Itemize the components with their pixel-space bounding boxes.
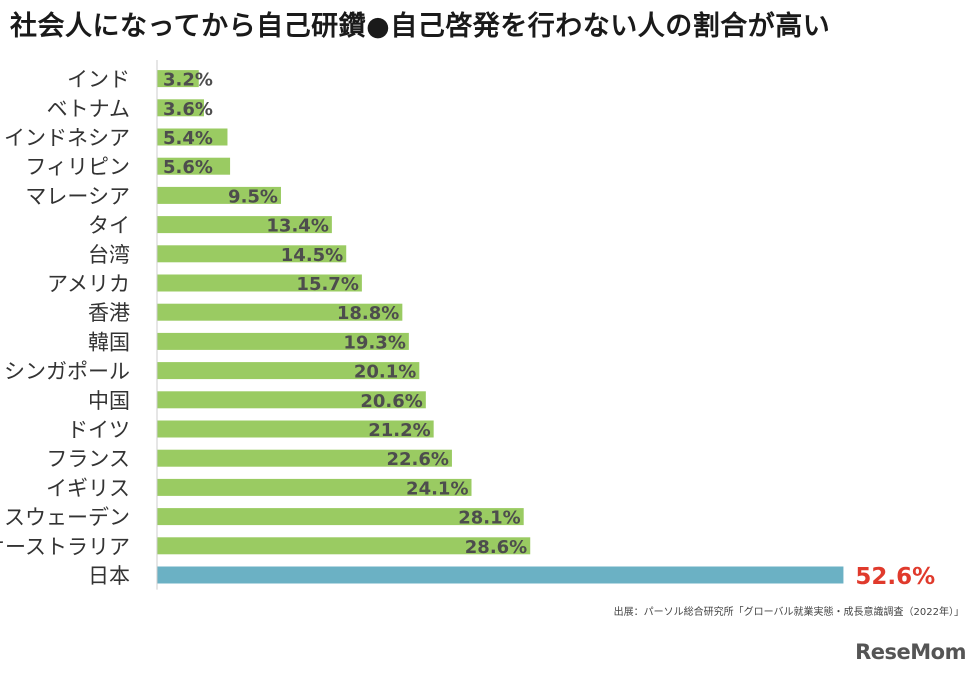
bar-row: アメリカ 15.7% — [47, 272, 362, 296]
bar-row: 中国 20.6% — [88, 389, 426, 413]
category-label: スウェーデン — [4, 506, 130, 530]
bar-row: 香港 18.8% — [88, 301, 403, 325]
bar-row: 日本 52.6% — [88, 564, 935, 590]
category-label: シンガポール — [4, 360, 130, 384]
bar — [157, 332, 409, 350]
bar — [157, 70, 199, 88]
bar-row: 台湾 14.5% — [88, 243, 347, 267]
source-note: 出展：パーソル総合研究所「グローバル就業実態・成長意識調査（2022年）」 — [613, 607, 964, 618]
category-label: フランス — [46, 447, 130, 471]
value-label: 3.6% — [163, 99, 213, 120]
bar-row: 韓国 19.3% — [88, 330, 409, 354]
bar-row: ドイツ 21.2% — [67, 418, 434, 442]
category-label: 中国 — [88, 389, 130, 413]
category-label: インドネシア — [4, 126, 130, 150]
value-label: 52.6% — [855, 564, 935, 590]
value-label: 20.1% — [354, 362, 416, 383]
value-label: 14.5% — [281, 245, 343, 266]
category-label: タイ — [88, 214, 130, 238]
category-label: アメリカ — [47, 272, 130, 296]
value-label: 24.1% — [406, 478, 468, 499]
bar — [157, 449, 452, 467]
bar — [157, 186, 281, 204]
category-label: 韓国 — [88, 330, 130, 354]
bar-row: イギリス 24.1% — [46, 476, 472, 500]
bar-row: マレーシア 9.5% — [25, 184, 281, 208]
value-label: 22.6% — [386, 449, 448, 470]
bar — [157, 303, 403, 321]
value-label: 19.3% — [343, 332, 405, 353]
value-label: 3.2% — [163, 70, 213, 91]
bar — [157, 157, 231, 175]
value-label: 15.7% — [296, 274, 358, 295]
bar — [157, 537, 531, 555]
bar-chart: インド 3.2% ベトナム 3.6% インドネシア 5.4% フィリピン 5.6% マレーシア 9… — [0, 60, 935, 590]
bar — [157, 362, 420, 380]
value-label: 5.4% — [163, 128, 213, 149]
value-label: 5.6% — [163, 157, 213, 178]
category-label: 香港 — [88, 301, 130, 325]
bar — [157, 245, 347, 263]
bar-row: インド 3.2% — [67, 68, 213, 92]
value-label: 13.4% — [266, 216, 328, 237]
bar — [157, 508, 524, 526]
bar-row: フランス 22.6% — [46, 447, 452, 471]
bars-layer: インド 3.2% ベトナム 3.6% インドネシア 5.4% フィリピン 5.6% マレーシア 9… — [0, 68, 935, 590]
bar-row: シンガポール 20.1% — [4, 360, 420, 384]
value-label: 9.5% — [228, 186, 278, 207]
bar — [157, 391, 426, 409]
bar-row: スウェーデン 28.1% — [4, 506, 524, 530]
bar — [157, 420, 434, 438]
bar-row: オーストラリア 28.6% — [0, 535, 531, 559]
bar-row: フィリピン 5.6% — [25, 155, 231, 179]
bar-row: ベトナム 3.6% — [47, 97, 213, 121]
value-label: 21.2% — [368, 420, 430, 441]
bar — [157, 128, 228, 146]
category-label: ドイツ — [67, 418, 130, 442]
category-label: 台湾 — [88, 243, 130, 267]
category-label: イギリス — [46, 476, 130, 500]
value-label: 28.6% — [465, 537, 527, 558]
bar — [157, 99, 204, 117]
category-label: 日本 — [88, 564, 130, 588]
resemom-logo: ReseMom — [855, 640, 966, 664]
value-label: 18.8% — [337, 303, 399, 324]
category-label: インド — [67, 68, 130, 92]
bar — [157, 274, 362, 292]
category-label: ベトナム — [47, 97, 130, 121]
category-label: マレーシア — [25, 184, 130, 208]
bar — [157, 478, 472, 496]
chart-title: 社会人になってから自己研鑽●自己啓発を行わない人の割合が高い — [10, 11, 831, 42]
category-label: オーストラリア — [0, 535, 130, 559]
category-label: フィリピン — [25, 155, 130, 179]
value-label: 20.6% — [360, 391, 422, 412]
bar-row: タイ 13.4% — [88, 214, 332, 238]
value-label: 28.1% — [458, 508, 520, 529]
bar-row: インドネシア 5.4% — [4, 126, 228, 150]
bar — [157, 216, 332, 234]
bar — [157, 566, 844, 584]
